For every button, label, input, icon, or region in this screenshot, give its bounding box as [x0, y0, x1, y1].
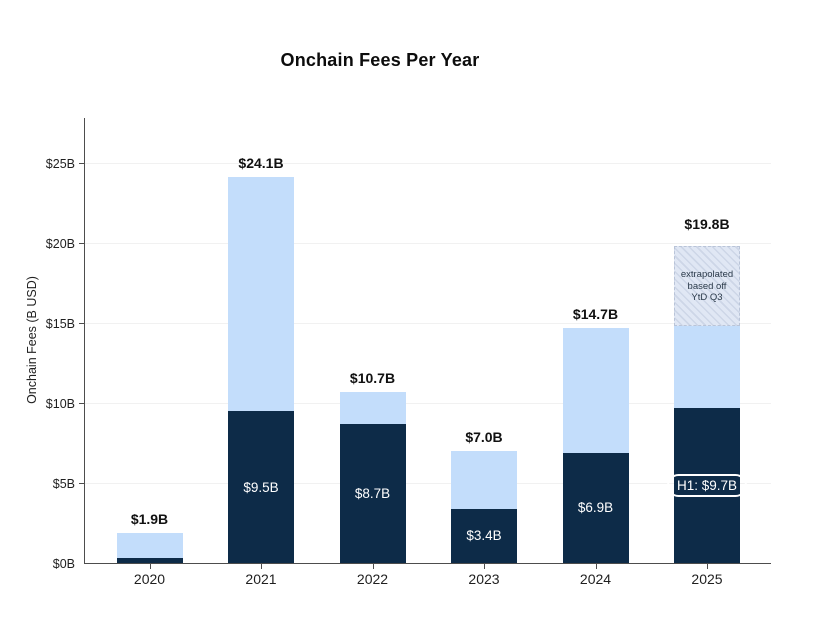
extrapolation-note: extrapolated based off YtD Q3 — [681, 269, 733, 303]
bar-total-label-2022: $10.7B — [349, 369, 396, 386]
bar-segment-light-2021 — [228, 177, 294, 411]
bar-2020 — [116, 532, 183, 563]
bar-segment-light-2023 — [451, 451, 517, 509]
y-axis-tick — [79, 242, 85, 244]
bar-2025: H1: $9.7B extrapolated based off YtD Q3 — [666, 246, 748, 563]
extrapolation-note-line: based off — [687, 280, 727, 292]
bar-inside-label: $6.9B — [577, 500, 614, 516]
bar-segment-dark-2025: H1: $9.7B — [666, 407, 748, 563]
y-tick-label: $5B — [52, 477, 75, 491]
y-axis-title: Onchain Fees (B USD) — [25, 276, 39, 404]
x-axis-label-2024: 2024 — [579, 571, 612, 587]
x-axis-label-2021: 2021 — [245, 571, 277, 587]
y-tick-label: $20B — [45, 237, 75, 251]
y-axis-tick — [79, 322, 85, 324]
extrapolation-note-line: YtD Q3 — [691, 291, 723, 303]
chart-title: Onchain Fees Per Year — [280, 50, 480, 70]
bar-2024: $6.9B — [562, 327, 629, 563]
y-axis-tick — [79, 482, 85, 484]
bar-total-label-2024: $14.7B — [572, 305, 619, 322]
bar-total-label-2021: $24.1B — [238, 155, 284, 172]
bar-inside-label: $8.7B — [354, 485, 391, 501]
plot-area: $0B $5B $10B $15B $20B $25B $1.9B 2020 $9.5B $24.… — [46, 118, 771, 587]
gridline-$15B — [85, 322, 771, 324]
y-axis-tick — [79, 402, 85, 404]
y-tick-label: $10B — [45, 397, 75, 411]
bar-total-label-2020: $1.9B — [130, 510, 169, 527]
bar-segment-light-2022 — [339, 391, 406, 424]
bar-segment-light-2024 — [562, 327, 629, 453]
x-axis-tick — [595, 563, 597, 569]
bar-segment-dark-2023: $3.4B — [451, 508, 517, 563]
y-tick-label: $15B — [45, 317, 75, 331]
gridline-$5B — [85, 482, 771, 484]
bar-segment-dark-2020 — [116, 558, 183, 563]
bar-total-label-2025: $19.8B — [684, 216, 730, 233]
bar-2021: $9.5B — [228, 177, 294, 563]
gridline-$20B — [85, 242, 771, 244]
x-axis-tick — [372, 563, 374, 569]
bar-2023: $3.4B — [451, 451, 517, 563]
x-axis-tick — [707, 563, 708, 569]
bar-total-label-2023: $7.0B — [465, 429, 503, 445]
gridline-$25B — [85, 162, 771, 164]
x-axis-tick — [261, 563, 262, 569]
x-axis-label-2023: 2023 — [468, 571, 500, 587]
bar-2022: $8.7B — [339, 391, 406, 563]
h1-pill-label: H1: $9.7B — [666, 473, 748, 497]
bar-segment-extrapolated-2025: extrapolated based off YtD Q3 — [674, 246, 740, 327]
extrapolation-note-line: extrapolated — [680, 269, 734, 281]
y-tick-label: $0B — [52, 557, 75, 571]
x-axis-label-2025: 2025 — [691, 571, 723, 587]
y-tick-label: $25B — [45, 157, 75, 171]
bar-segment-dark-2022: $8.7B — [339, 423, 406, 563]
bar-inside-label: $3.4B — [466, 528, 502, 544]
bar-segment-light-2025 — [674, 326, 740, 408]
bar-segment-light-2020 — [116, 532, 183, 559]
bar-inside-label: $9.5B — [243, 479, 279, 495]
bar-segment-dark-2024: $6.9B — [562, 452, 629, 563]
x-axis-label-2020: 2020 — [133, 571, 166, 587]
x-axis-label-2022: 2022 — [356, 571, 389, 587]
bar-segment-dark-2021: $9.5B — [228, 411, 294, 563]
y-axis-tick — [79, 162, 85, 164]
x-axis-tick — [484, 563, 485, 569]
x-axis-tick — [149, 563, 151, 569]
gridline-$10B — [85, 402, 771, 404]
